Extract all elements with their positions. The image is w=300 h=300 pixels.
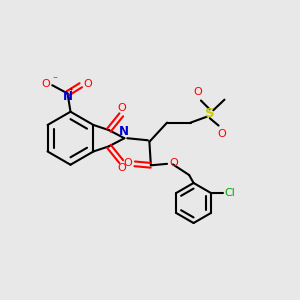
Text: O: O — [217, 129, 226, 139]
Text: O: O — [83, 79, 92, 89]
Text: O: O — [124, 158, 133, 168]
Text: O: O — [194, 87, 202, 97]
Text: S: S — [205, 107, 214, 120]
Text: O: O — [118, 163, 127, 173]
Text: $^+$: $^+$ — [67, 87, 74, 96]
Text: O: O — [41, 79, 50, 89]
Text: O: O — [169, 158, 178, 168]
Text: N: N — [63, 90, 73, 103]
Text: Cl: Cl — [225, 188, 236, 198]
Text: O: O — [118, 103, 127, 113]
Text: $^-$: $^-$ — [51, 74, 59, 83]
Text: N: N — [119, 125, 129, 138]
